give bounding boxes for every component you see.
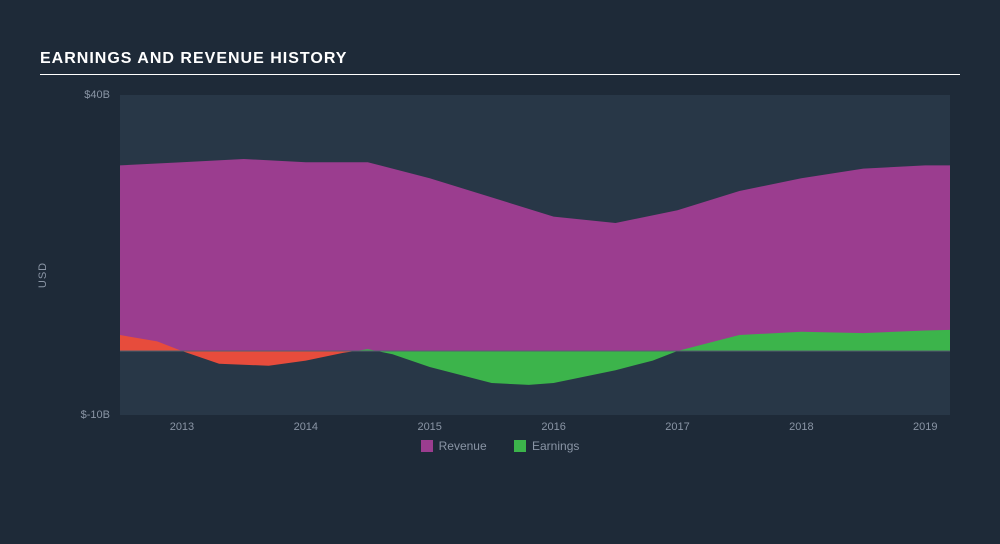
x-tick: 2017 (665, 421, 689, 433)
legend-item-revenue: Revenue (421, 439, 487, 453)
legend-label-revenue: Revenue (439, 439, 487, 453)
x-tick: 2018 (789, 421, 813, 433)
x-tick: 2019 (913, 421, 937, 433)
legend-item-earnings: Earnings (514, 439, 579, 453)
x-tick: 2015 (417, 421, 441, 433)
revenue-area (120, 159, 950, 351)
x-tick: 2014 (294, 421, 318, 433)
legend: Revenue Earnings (40, 439, 960, 455)
x-tick: 2013 (170, 421, 194, 433)
plot-area (120, 95, 950, 415)
y-axis-label: USD (37, 262, 49, 288)
x-tick: 2016 (541, 421, 565, 433)
chart-area: USD $40B $-10B 2013 2014 2015 2016 2017 2018 2… (40, 85, 960, 465)
chart-container: EARNINGS AND REVENUE HISTORY USD $40B $-… (0, 0, 1000, 544)
chart-svg (120, 95, 950, 415)
chart-title: EARNINGS AND REVENUE HISTORY (40, 50, 960, 75)
y-tick-bottom: $-10B (50, 409, 110, 421)
legend-label-earnings: Earnings (532, 439, 579, 453)
y-tick-top: $40B (50, 89, 110, 101)
legend-swatch-earnings (514, 440, 526, 452)
legend-swatch-revenue (421, 440, 433, 452)
